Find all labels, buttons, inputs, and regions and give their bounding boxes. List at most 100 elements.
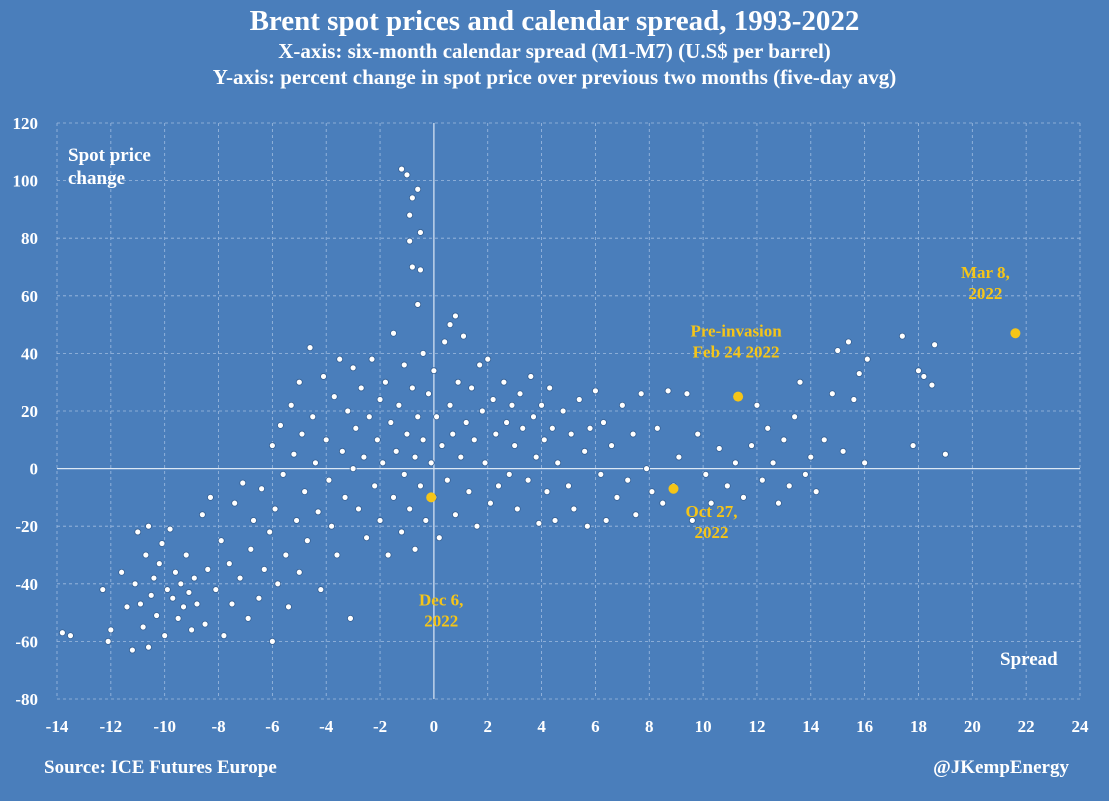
data-point	[408, 263, 416, 271]
data-point	[707, 499, 715, 507]
x-tick-label: -6	[265, 717, 279, 736]
data-point	[293, 517, 300, 524]
data-point	[336, 355, 344, 363]
data-point	[271, 505, 279, 513]
data-point	[802, 470, 809, 478]
data-point	[839, 447, 847, 455]
data-point	[147, 591, 155, 599]
y-tick-label: 100	[13, 172, 39, 191]
data-point	[438, 442, 446, 449]
data-point	[406, 237, 414, 245]
data-point	[452, 511, 459, 519]
data-point	[314, 508, 322, 516]
data-point	[360, 453, 368, 461]
data-point	[753, 401, 761, 409]
highlight-label: Dec 6, 2022	[419, 590, 463, 630]
data-point	[920, 373, 928, 380]
data-point	[290, 450, 298, 458]
data-point	[312, 459, 319, 467]
data-point	[732, 459, 739, 467]
x-tick-label: -10	[153, 717, 176, 736]
data-point	[107, 626, 115, 634]
data-point	[855, 370, 863, 377]
data-point	[169, 594, 177, 602]
data-point	[376, 396, 384, 403]
data-point	[602, 517, 610, 524]
data-point	[446, 401, 454, 409]
data-point	[185, 589, 193, 596]
x-tick-label: 14	[802, 717, 820, 736]
data-point	[487, 499, 494, 507]
y-tick-label: 120	[13, 114, 39, 133]
data-point	[352, 424, 360, 432]
x-tick-label: 2	[483, 717, 492, 736]
data-point	[516, 390, 524, 398]
y-tick-label: 40	[21, 344, 38, 363]
x-tick-label: -4	[319, 717, 334, 736]
data-point	[454, 378, 462, 386]
data-point	[268, 638, 276, 645]
data-point	[306, 344, 314, 352]
data-point	[850, 396, 858, 403]
x-tick-label: 24	[1072, 717, 1090, 736]
y-tick-label: 20	[21, 402, 38, 421]
data-point	[338, 447, 346, 455]
data-point	[664, 387, 672, 395]
data-point	[163, 586, 171, 593]
data-point	[309, 413, 317, 421]
data-point	[468, 384, 475, 392]
data-point	[250, 517, 257, 524]
data-point	[828, 390, 836, 398]
source-note: Source: ICE Futures Europe	[44, 757, 277, 778]
data-point	[618, 401, 626, 409]
data-point	[153, 612, 161, 619]
data-point	[161, 632, 169, 640]
data-point	[298, 430, 306, 438]
data-point	[764, 424, 772, 432]
data-point	[204, 566, 212, 573]
chart-subtitle-x: X-axis: six-month calendar spread (M1-M7…	[278, 39, 831, 63]
data-point	[400, 361, 408, 369]
x-tick-label: -12	[100, 717, 123, 736]
data-point	[225, 560, 233, 568]
highlight-label: Mar 8, 2022	[961, 263, 1010, 303]
data-point	[414, 301, 422, 308]
x-tick-label: 0	[430, 717, 439, 736]
data-point	[145, 522, 152, 530]
data-point	[565, 482, 572, 490]
data-point	[524, 476, 532, 484]
data-point	[446, 321, 454, 329]
data-point	[379, 459, 387, 467]
data-point	[915, 367, 922, 375]
data-point	[320, 373, 327, 380]
data-point	[139, 623, 147, 631]
data-point	[694, 430, 702, 438]
data-point	[417, 482, 424, 490]
data-point	[390, 493, 397, 501]
data-point	[535, 519, 543, 527]
data-point	[244, 614, 252, 622]
data-point	[398, 528, 405, 536]
data-point	[476, 361, 484, 369]
data-point	[473, 522, 481, 530]
data-point	[217, 537, 225, 544]
data-point	[928, 381, 936, 389]
data-point	[137, 600, 144, 608]
data-point	[530, 413, 537, 421]
data-point	[465, 488, 473, 496]
data-point	[769, 459, 777, 467]
data-point	[277, 421, 284, 429]
y-tick-label: -40	[15, 575, 38, 594]
data-point	[236, 574, 244, 582]
data-point	[519, 424, 527, 432]
data-point	[274, 580, 282, 588]
data-point	[373, 436, 381, 444]
highlight-point	[426, 492, 437, 503]
data-point	[417, 266, 424, 274]
data-point	[807, 453, 815, 461]
data-point	[648, 488, 656, 496]
data-point	[406, 211, 414, 219]
x-axis-label: Spread	[1000, 649, 1058, 670]
data-point	[376, 517, 384, 524]
